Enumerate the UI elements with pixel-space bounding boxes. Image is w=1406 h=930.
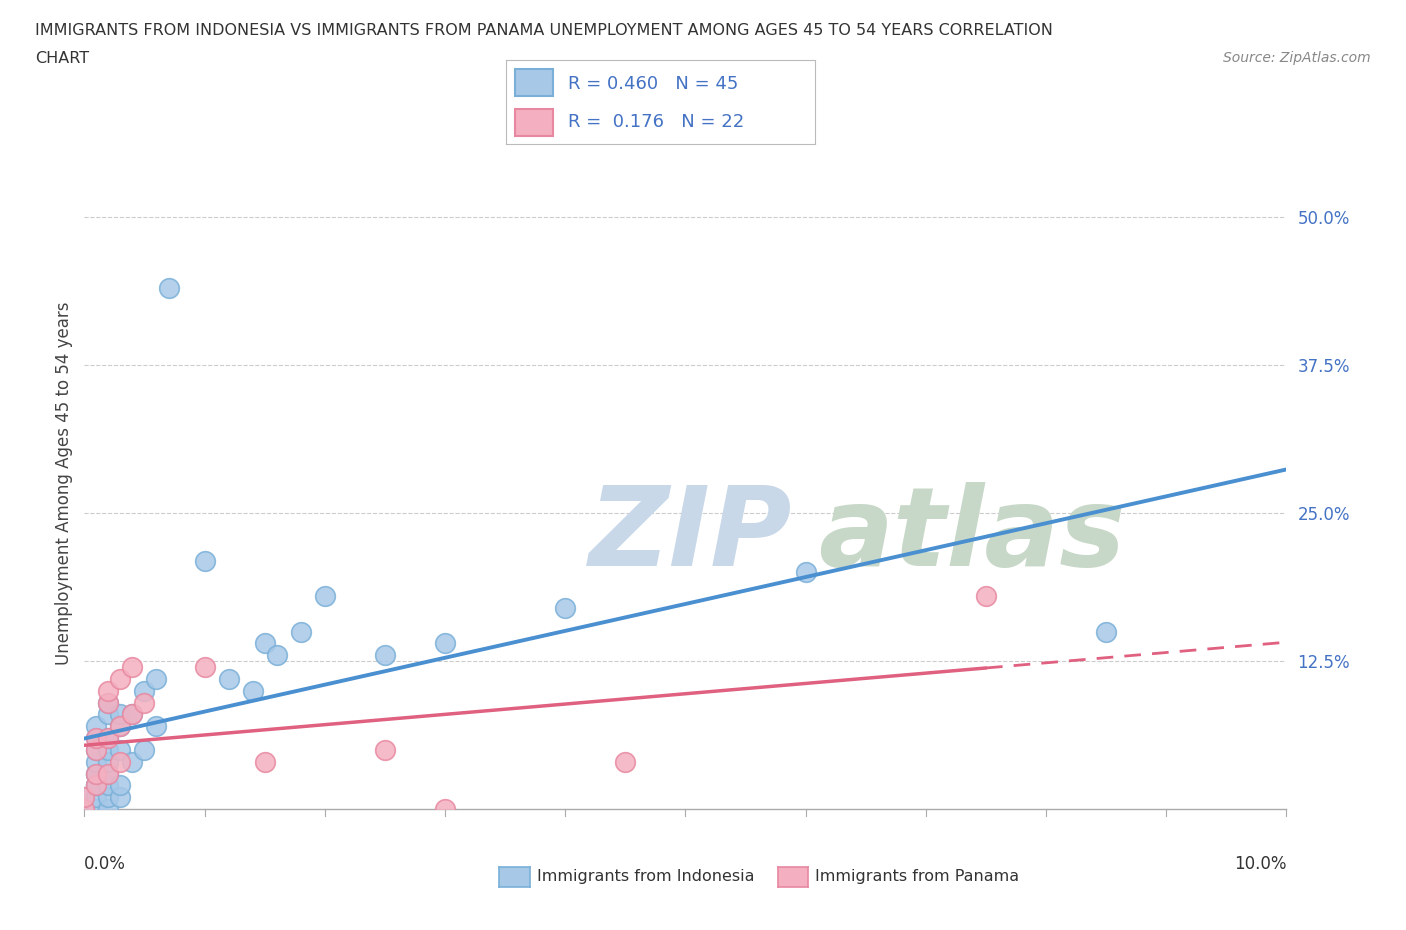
Point xyxy=(73,802,96,817)
Text: atlas: atlas xyxy=(818,482,1125,590)
Point xyxy=(97,778,120,793)
Point xyxy=(121,707,143,722)
Point xyxy=(97,802,120,817)
Point xyxy=(554,601,576,616)
Point xyxy=(110,790,132,804)
Point xyxy=(97,742,120,757)
Point xyxy=(110,742,132,757)
Text: 10.0%: 10.0% xyxy=(1234,855,1286,872)
Point xyxy=(121,707,143,722)
Point xyxy=(434,802,457,817)
Point xyxy=(145,719,167,734)
Point xyxy=(134,684,156,698)
Point xyxy=(145,671,167,686)
Point xyxy=(97,684,120,698)
Point xyxy=(86,742,108,757)
Text: Immigrants from Indonesia: Immigrants from Indonesia xyxy=(537,870,755,884)
Point xyxy=(253,754,276,769)
Point xyxy=(86,719,108,734)
Point xyxy=(110,719,132,734)
Point xyxy=(614,754,637,769)
FancyBboxPatch shape xyxy=(516,109,553,136)
Point xyxy=(86,778,108,793)
Point xyxy=(110,671,132,686)
Point xyxy=(97,754,120,769)
Point xyxy=(134,695,156,710)
Text: Immigrants from Panama: Immigrants from Panama xyxy=(815,870,1019,884)
Point xyxy=(86,766,108,781)
Point xyxy=(86,802,108,817)
Point xyxy=(218,671,240,686)
Text: ZIP: ZIP xyxy=(589,482,793,590)
Point xyxy=(157,281,180,296)
Point xyxy=(86,778,108,793)
Text: CHART: CHART xyxy=(35,51,89,66)
Text: IMMIGRANTS FROM INDONESIA VS IMMIGRANTS FROM PANAMA UNEMPLOYMENT AMONG AGES 45 T: IMMIGRANTS FROM INDONESIA VS IMMIGRANTS … xyxy=(35,23,1053,38)
Point xyxy=(434,636,457,651)
Point xyxy=(86,754,108,769)
Point xyxy=(86,731,108,746)
Point xyxy=(97,790,120,804)
Y-axis label: Unemployment Among Ages 45 to 54 years: Unemployment Among Ages 45 to 54 years xyxy=(55,302,73,665)
Text: 0.0%: 0.0% xyxy=(84,855,127,872)
Point xyxy=(374,742,396,757)
Point xyxy=(97,731,120,746)
Point xyxy=(974,589,997,604)
Point xyxy=(110,778,132,793)
Point xyxy=(86,790,108,804)
Point xyxy=(86,766,108,781)
Point xyxy=(194,553,217,568)
Point xyxy=(110,754,132,769)
Point xyxy=(97,695,120,710)
Point xyxy=(121,659,143,674)
Point xyxy=(314,589,336,604)
Point xyxy=(290,624,312,639)
Point xyxy=(73,802,96,817)
Point xyxy=(86,778,108,793)
Point xyxy=(110,707,132,722)
Point xyxy=(242,684,264,698)
Point xyxy=(97,766,120,781)
Point xyxy=(121,754,143,769)
Point xyxy=(86,731,108,746)
Point xyxy=(134,742,156,757)
Point xyxy=(97,766,120,781)
Point xyxy=(86,766,108,781)
Point xyxy=(73,790,96,804)
Point xyxy=(97,707,120,722)
Point xyxy=(110,719,132,734)
Point xyxy=(97,731,120,746)
Text: Source: ZipAtlas.com: Source: ZipAtlas.com xyxy=(1223,51,1371,65)
Text: R =  0.176   N = 22: R = 0.176 N = 22 xyxy=(568,113,744,131)
Point xyxy=(73,790,96,804)
Point xyxy=(1095,624,1118,639)
Point xyxy=(97,695,120,710)
FancyBboxPatch shape xyxy=(516,69,553,96)
Point xyxy=(266,648,288,663)
Point xyxy=(374,648,396,663)
Point xyxy=(253,636,276,651)
Point xyxy=(794,565,817,579)
Point xyxy=(86,742,108,757)
Point xyxy=(194,659,217,674)
Text: R = 0.460   N = 45: R = 0.460 N = 45 xyxy=(568,75,738,93)
